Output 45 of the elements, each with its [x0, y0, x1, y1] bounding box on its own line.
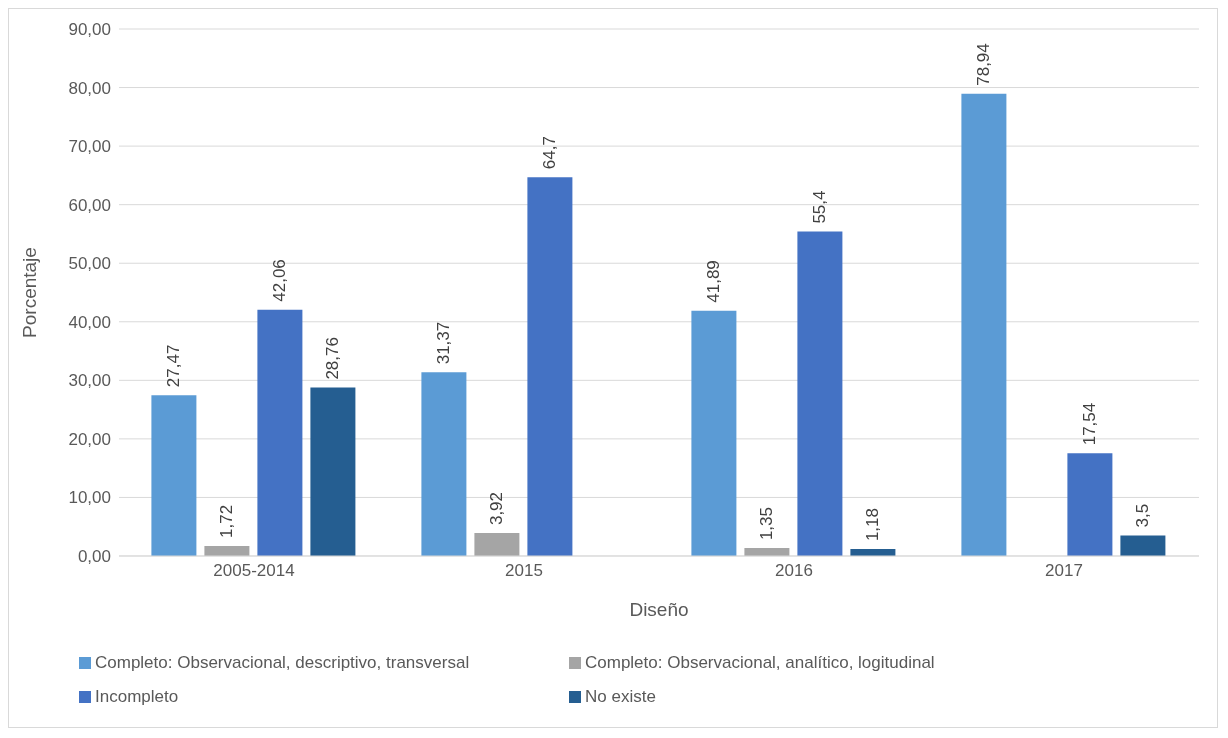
legend-label: Completo: Observacional, descriptivo, transversal — [95, 652, 470, 674]
y-tick-label: 50,00 — [68, 254, 111, 274]
data-label: 27,47 — [164, 344, 184, 388]
y-tick-label: 90,00 — [68, 20, 111, 40]
y-tick-label: 60,00 — [68, 195, 111, 215]
data-label: 78,94 — [974, 43, 994, 86]
x-axis-title: Diseño — [629, 599, 689, 620]
x-tick-label: 2017 — [1045, 561, 1083, 581]
y-tick-label: 10,00 — [68, 488, 111, 508]
bar — [257, 309, 303, 556]
data-label: 42,06 — [270, 259, 290, 302]
data-label: 28,76 — [323, 337, 343, 380]
data-label: 1,18 — [863, 508, 883, 542]
legend-label: Incompleto — [95, 686, 179, 708]
data-label: 1,35 — [757, 507, 777, 541]
y-tick-label: 0,00 — [77, 547, 111, 567]
data-label: 3,5 — [1133, 503, 1153, 528]
data-label: 64,7 — [540, 136, 560, 170]
bar — [1067, 453, 1113, 556]
bar — [961, 93, 1007, 556]
legend-label: Completo: Observacional, analítico, logitudinal — [585, 652, 935, 674]
y-tick-label: 80,00 — [68, 78, 111, 98]
bar — [151, 395, 197, 556]
bar — [691, 310, 737, 556]
data-label: 55,4 — [810, 190, 830, 224]
bar — [310, 387, 356, 556]
data-label: 31,37 — [434, 321, 454, 365]
x-tick-label: 2015 — [505, 561, 543, 581]
bar — [474, 533, 520, 556]
y-axis-title: Porcentaje — [18, 247, 40, 338]
data-label: 17,54 — [1080, 402, 1100, 446]
bar — [797, 231, 843, 556]
data-label: 3,92 — [487, 491, 507, 526]
bar — [421, 372, 467, 556]
y-tick-label: 70,00 — [68, 137, 111, 157]
legend-label: No existe — [585, 686, 656, 708]
y-tick-label: 20,00 — [68, 429, 111, 449]
x-tick-label: 2005-2014 — [213, 561, 295, 581]
y-tick-label: 40,00 — [68, 312, 111, 332]
bar — [1120, 535, 1166, 556]
data-label: 1,72 — [217, 504, 237, 538]
bar — [527, 177, 573, 556]
x-tick-label: 2016 — [775, 561, 813, 581]
y-tick-label: 30,00 — [68, 371, 111, 391]
data-label: 41,89 — [704, 260, 724, 303]
